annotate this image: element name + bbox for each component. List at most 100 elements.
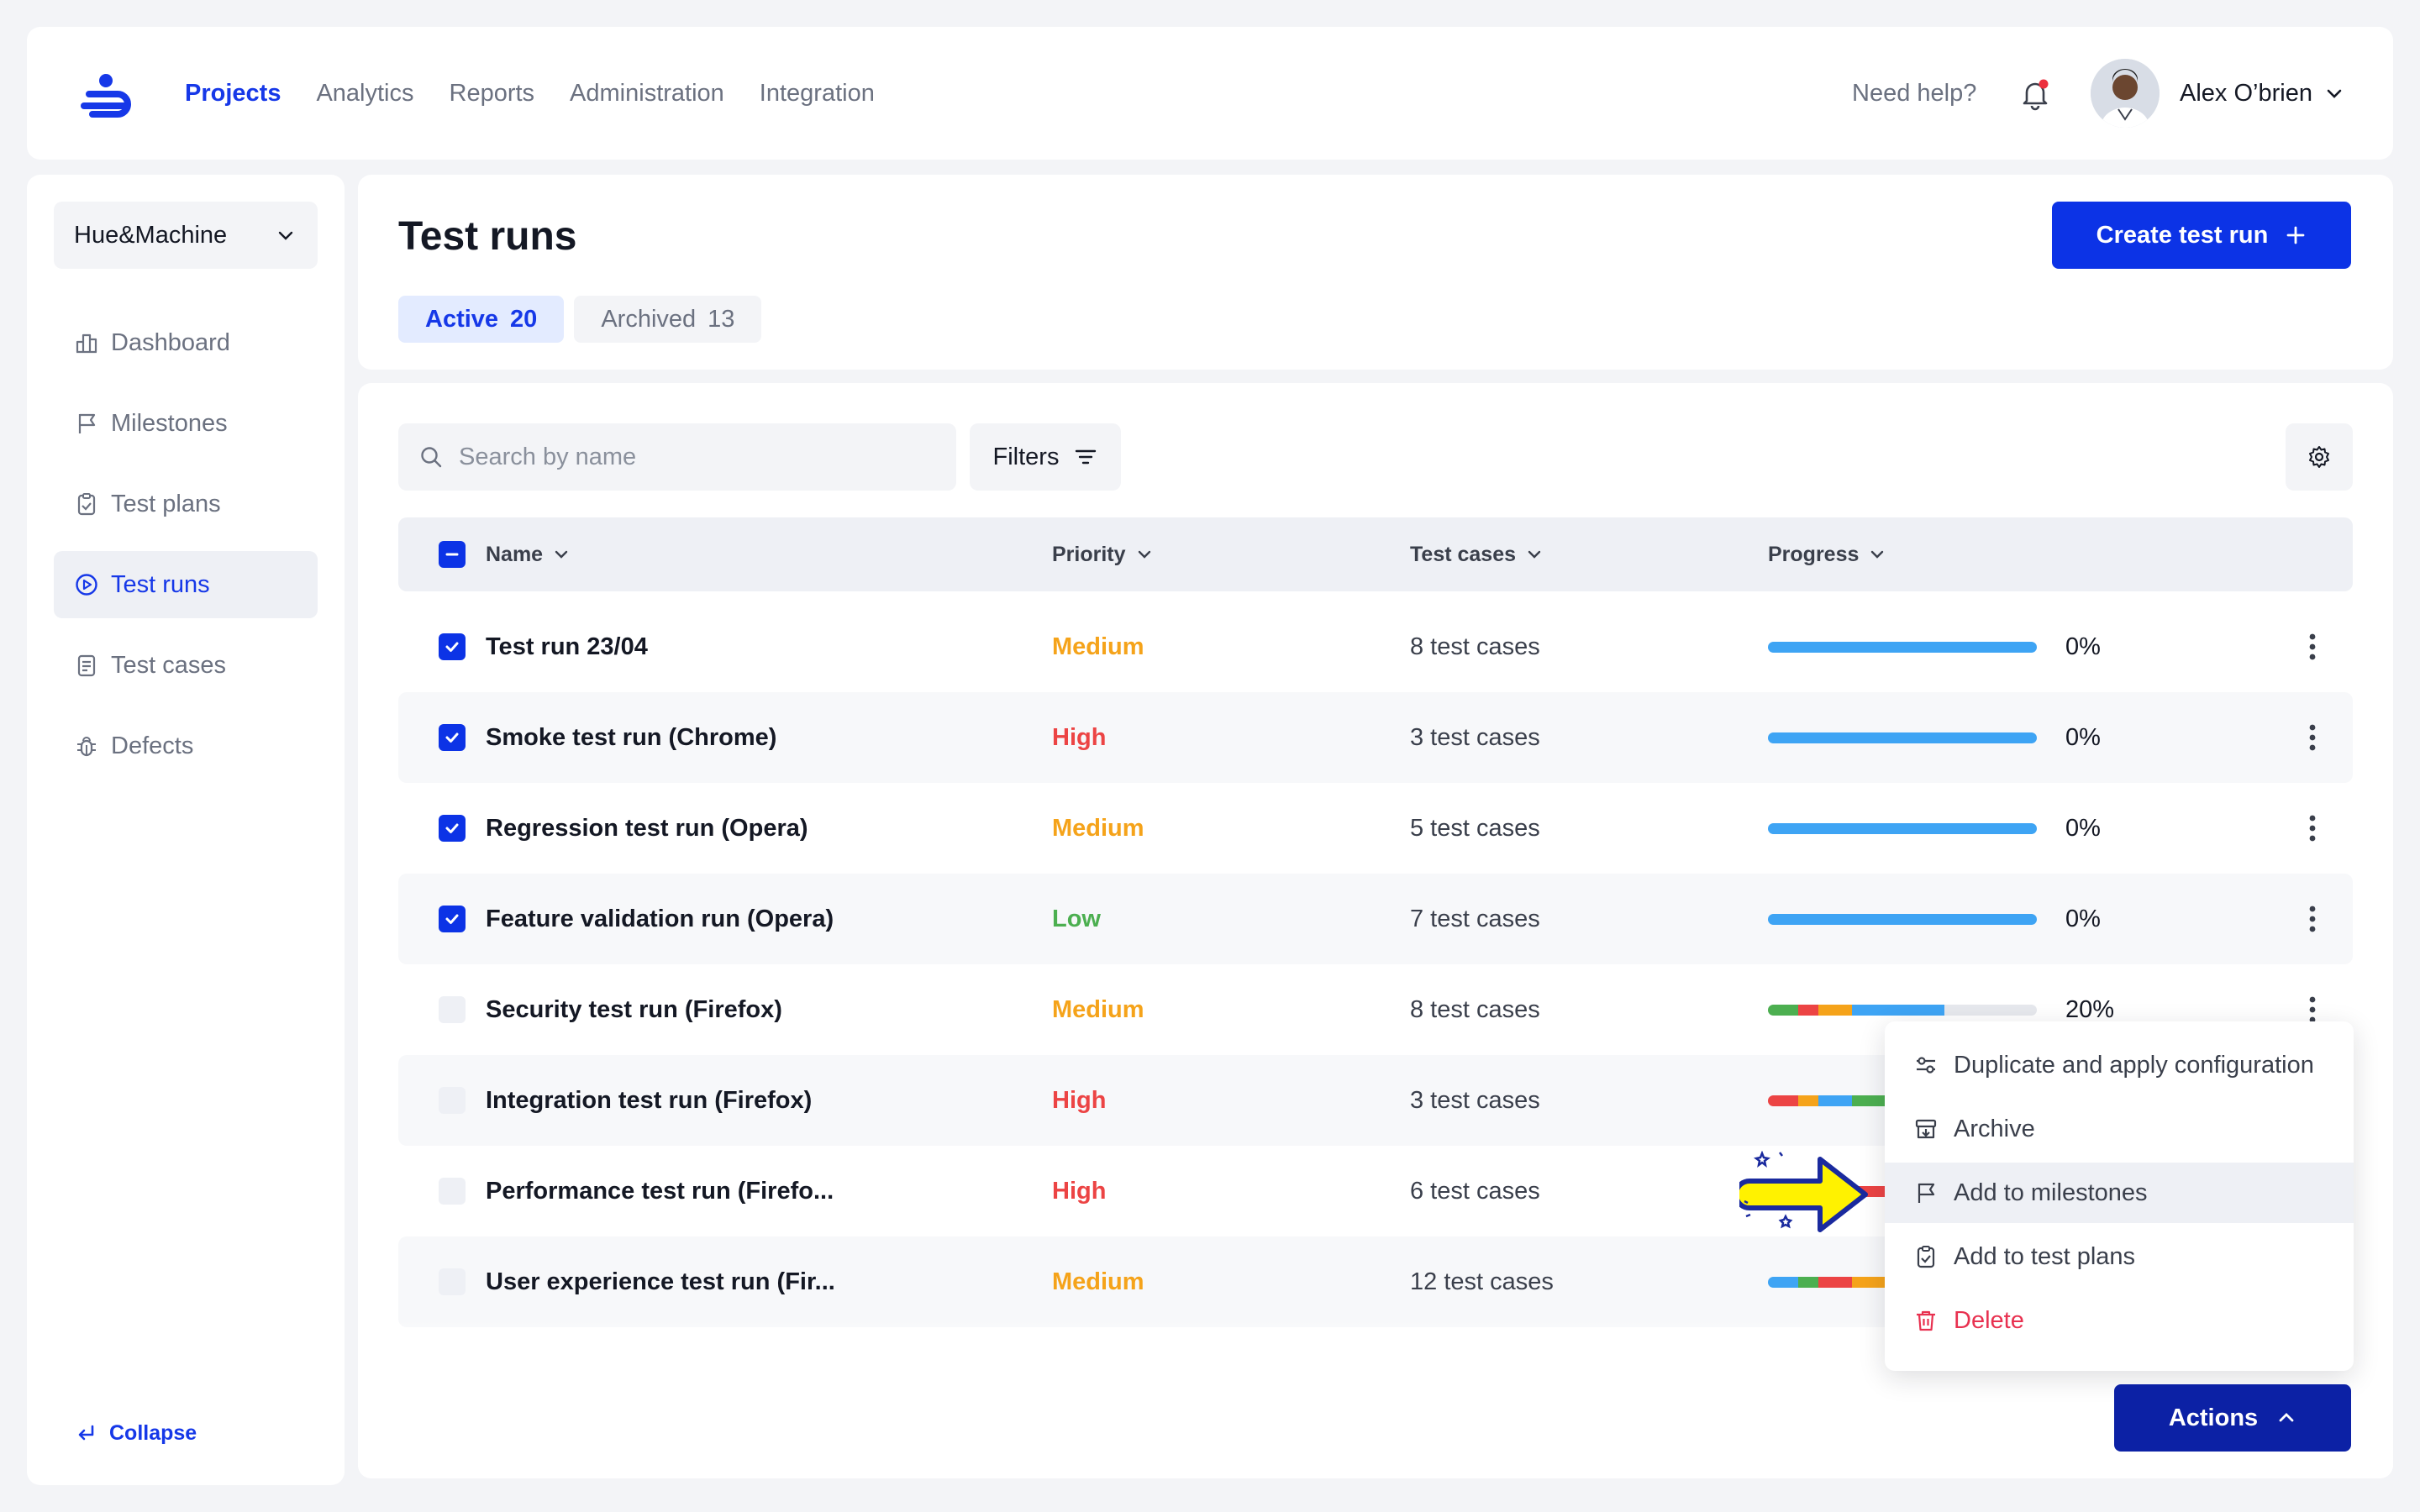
row-checkbox[interactable]	[439, 724, 466, 751]
check-icon	[445, 642, 459, 652]
column-label: Priority	[1052, 542, 1126, 566]
row-name[interactable]: Regression test run (Opera)	[486, 814, 808, 842]
menu-item-archive[interactable]: Archive	[1885, 1099, 2354, 1159]
row-menu-button[interactable]	[2294, 810, 2331, 847]
check-icon	[445, 823, 459, 833]
row-menu-button[interactable]	[2294, 628, 2331, 665]
pointer-arrow-icon	[1739, 1151, 1868, 1232]
row-menu-button[interactable]	[2294, 900, 2331, 937]
need-help-link[interactable]: Need help?	[1852, 79, 1977, 107]
bug-icon	[77, 737, 96, 757]
row-menu-button[interactable]	[2294, 719, 2331, 756]
row-checkbox[interactable]	[439, 906, 466, 932]
chevron-down-icon	[2327, 89, 2342, 98]
chevron-down-icon	[555, 550, 568, 559]
row-progress-percent: 0%	[2065, 633, 2101, 660]
menu-item-label: Add to milestones	[1954, 1179, 2148, 1206]
trash-icon	[1917, 1310, 1935, 1331]
table-row[interactable]: Feature validation run (Opera) Low 7 test …	[398, 874, 2353, 964]
filters-button[interactable]: Filters	[970, 423, 1121, 491]
collapse-button[interactable]: Collapse	[76, 1421, 197, 1446]
user-avatar[interactable]	[2091, 59, 2160, 128]
sidebar-item-label: Test cases	[111, 651, 226, 679]
sidebar-item-milestones[interactable]: Milestones	[54, 390, 318, 457]
column-header-progress[interactable]: Progress	[1768, 517, 1886, 591]
tab-label: Archived	[601, 305, 697, 333]
row-name[interactable]: Security test run (Firefox)	[486, 995, 782, 1023]
row-progress-percent: 20%	[2065, 995, 2115, 1023]
table-settings-button[interactable]	[2286, 423, 2353, 491]
actions-button[interactable]: Actions	[2114, 1384, 2351, 1452]
menu-item-add-to-test-plans[interactable]: Add to test plans	[1885, 1226, 2354, 1287]
create-test-run-button[interactable]: Create test run	[2052, 202, 2351, 269]
menu-item-duplicate[interactable]: Duplicate and apply configuration	[1885, 1035, 2354, 1095]
column-header-priority[interactable]: Priority	[1052, 517, 1153, 591]
row-name[interactable]: Smoke test run (Chrome)	[486, 723, 777, 751]
collapse-label: Collapse	[109, 1421, 197, 1445]
clipboard-check-icon	[1917, 1246, 1935, 1268]
progress-segment	[1768, 1095, 1798, 1106]
dashboard-icon	[76, 333, 97, 354]
column-label: Test cases	[1410, 542, 1517, 566]
select-all-checkbox[interactable]	[439, 541, 466, 568]
sidebar-item-test-runs[interactable]: Test runs	[54, 551, 318, 618]
sidebar-item-test-plans[interactable]: Test plans	[54, 470, 318, 538]
more-vertical-icon	[2309, 633, 2316, 660]
nav-projects[interactable]: Projects	[185, 79, 281, 107]
bell-icon[interactable]	[2017, 76, 2054, 113]
progress-segment	[1818, 1277, 1852, 1288]
user-name: Alex O’brien	[2180, 79, 2312, 107]
row-name[interactable]: User experience test run (Fir...	[486, 1268, 835, 1295]
row-name[interactable]: Feature validation run (Opera)	[486, 905, 834, 932]
sidebar-item-dashboard[interactable]: Dashboard	[54, 309, 318, 376]
tab-count: 13	[708, 305, 735, 333]
sidebar-item-label: Dashboard	[111, 328, 230, 356]
sidebar-item-test-cases[interactable]: Test cases	[54, 632, 318, 699]
table-row[interactable]: Security test run (Firefox) Medium 8 test …	[398, 964, 2353, 1055]
column-header-name[interactable]: Name	[486, 517, 570, 591]
sidebar-item-defects[interactable]: Defects	[54, 712, 318, 780]
gear-icon	[2309, 446, 2329, 468]
minus-icon	[445, 553, 459, 556]
row-name[interactable]: Integration test run (Firefox)	[486, 1086, 813, 1114]
nav-integration[interactable]: Integration	[759, 79, 875, 107]
archive-icon	[1915, 1119, 1937, 1139]
row-progress-percent: 0%	[2065, 905, 2101, 932]
chevron-down-icon	[1138, 550, 1150, 559]
search-icon	[421, 447, 442, 468]
table-row[interactable]: Smoke test run (Chrome) High 3 test cases 0…	[398, 692, 2353, 783]
nav-analytics[interactable]: Analytics	[316, 79, 414, 107]
flag-icon	[1918, 1183, 1935, 1203]
row-checkbox[interactable]	[439, 815, 466, 842]
search-input[interactable]	[459, 443, 929, 471]
app-logo[interactable]	[81, 72, 136, 119]
table-row[interactable]: Test run 23/04 Medium 8 test cases 0%	[398, 601, 2353, 692]
tab-count: 20	[510, 305, 538, 333]
tab-archived[interactable]: Archived 13	[574, 296, 762, 343]
nav-reports[interactable]: Reports	[449, 79, 535, 107]
chevron-up-icon	[2279, 1413, 2294, 1422]
row-checkbox[interactable]	[439, 996, 466, 1023]
user-menu[interactable]: Alex O’brien	[2180, 27, 2344, 160]
row-priority: Medium	[1052, 814, 1144, 842]
tab-active[interactable]: Active 20	[398, 296, 565, 343]
project-selector[interactable]: Hue&Machine	[54, 202, 318, 269]
nav-administration[interactable]: Administration	[570, 79, 724, 107]
row-progress-percent: 0%	[2065, 814, 2101, 842]
row-test-cases: 8 test cases	[1410, 995, 1540, 1023]
row-name[interactable]: Performance test run (Firefo...	[486, 1177, 834, 1205]
row-checkbox[interactable]	[439, 1178, 466, 1205]
table-row[interactable]: Regression test run (Opera) Medium 5 test …	[398, 783, 2353, 874]
tab-label: Active	[425, 305, 499, 333]
row-checkbox[interactable]	[439, 1087, 466, 1114]
column-label: Name	[486, 542, 544, 566]
menu-item-delete[interactable]: Delete	[1885, 1290, 2354, 1351]
row-checkbox[interactable]	[439, 633, 466, 660]
row-checkbox[interactable]	[439, 1268, 466, 1295]
column-header-test-cases[interactable]: Test cases	[1410, 517, 1543, 591]
row-name[interactable]: Test run 23/04	[486, 633, 648, 660]
row-menu-button[interactable]	[2294, 991, 2331, 1028]
return-arrow-icon	[78, 1425, 94, 1440]
menu-item-add-to-milestones[interactable]: Add to milestones	[1885, 1163, 2354, 1223]
progress-segment	[1798, 1005, 1818, 1016]
